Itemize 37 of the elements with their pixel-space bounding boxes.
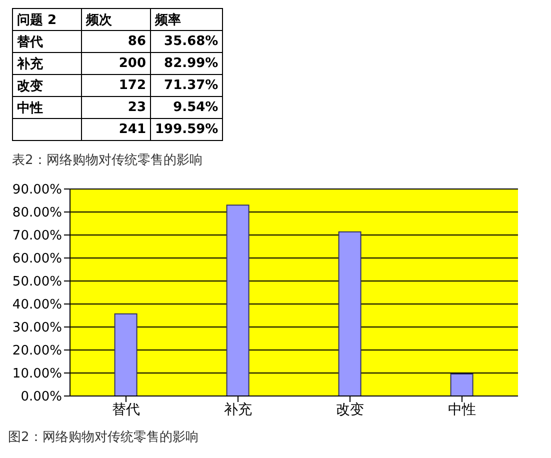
data-label: 23 <box>82 96 150 118</box>
text: 199.59% <box>150 118 223 140</box>
text: 频率 <box>150 8 223 30</box>
data-label: 82.99% <box>150 52 223 74</box>
y-tick-label: 20.00% <box>12 344 62 359</box>
bar <box>338 231 362 396</box>
category-label: 改变 <box>12 74 82 96</box>
data-label: 9.54% <box>150 96 223 118</box>
y-tick-label: 90.00% <box>12 182 62 198</box>
data-label: 35.68% <box>150 30 223 52</box>
y-tick-label: 60.00% <box>12 252 62 267</box>
data-label: 172 <box>82 74 150 96</box>
data-label: 86 <box>82 30 150 52</box>
bar <box>114 313 138 396</box>
y-tick-label: 70.00% <box>12 228 62 244</box>
x-tick-label: 补充 <box>224 402 252 418</box>
y-tick-label: 50.00% <box>12 274 62 290</box>
y-tick-label: 30.00% <box>12 320 62 336</box>
category-label: 替代 <box>12 30 82 52</box>
y-tick-label: 40.00% <box>12 298 62 313</box>
bar <box>226 204 250 396</box>
text: 图2：网络购物对传统零售的影响 <box>8 429 200 446</box>
x-tick-label: 替代 <box>112 402 140 418</box>
category-label: 中性 <box>12 96 82 118</box>
bar <box>450 374 474 396</box>
x-tick-label: 改变 <box>336 402 364 418</box>
y-tick-label: 0.00% <box>20 390 62 405</box>
data-label: 200 <box>82 52 150 74</box>
text: 241 <box>82 118 150 140</box>
data-label: 71.37% <box>150 74 223 96</box>
text: 问题 2 <box>12 8 82 30</box>
text: 频次 <box>82 8 150 30</box>
text: 表2：网络购物对传统零售的影响 <box>12 152 204 169</box>
category-label: 补充 <box>12 52 82 74</box>
y-tick-label: 80.00% <box>12 206 62 221</box>
x-tick-label: 中性 <box>448 402 476 418</box>
y-tick-label: 10.00% <box>12 366 62 382</box>
